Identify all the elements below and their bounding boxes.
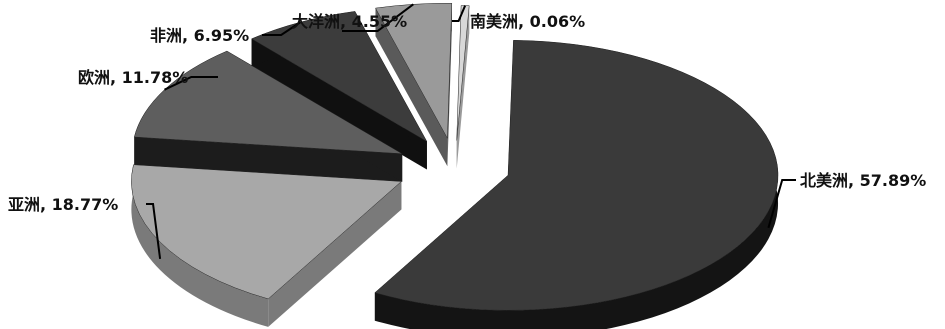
slice-大洋洲	[375, 3, 453, 140]
slice-南美洲	[456, 5, 470, 141]
slice-labels: 北美洲, 57.89% 亚洲, 18.77% 欧洲, 11.78% 非洲, 6.95%…	[8, 12, 926, 214]
slice-label-亚洲: 亚洲, 18.77%	[8, 195, 118, 214]
leader-line-欧洲	[164, 76, 218, 91]
leader-lines	[146, 3, 796, 259]
slice-label-欧洲: 欧洲, 11.78%	[78, 68, 188, 87]
slice-radial-wall-3-0	[251, 38, 427, 170]
slice-非洲	[251, 11, 428, 143]
slice-radial-wall-1-0	[268, 181, 402, 327]
slice-label-大洋洲: 大洋洲, 4.55%	[292, 12, 407, 31]
leader-line-北美洲	[767, 179, 796, 229]
slice-北美洲	[374, 40, 779, 311]
slice-label-北美洲: 北美洲, 57.89%	[800, 171, 926, 190]
slice-label-非洲: 非洲, 6.95%	[150, 26, 249, 45]
slice-radial-wall-2-0	[134, 137, 403, 182]
leader-line-亚洲	[146, 203, 162, 259]
slice-radial-wall-4-0	[375, 8, 448, 167]
slice-亚洲	[131, 164, 402, 300]
leader-line-非洲	[262, 21, 301, 36]
leader-line-大洋洲	[342, 3, 414, 32]
slice-radial-wall-5-1	[456, 5, 470, 169]
leader-line-南美洲	[452, 5, 467, 22]
slice-label-南美洲: 南美洲, 0.06%	[470, 12, 585, 31]
